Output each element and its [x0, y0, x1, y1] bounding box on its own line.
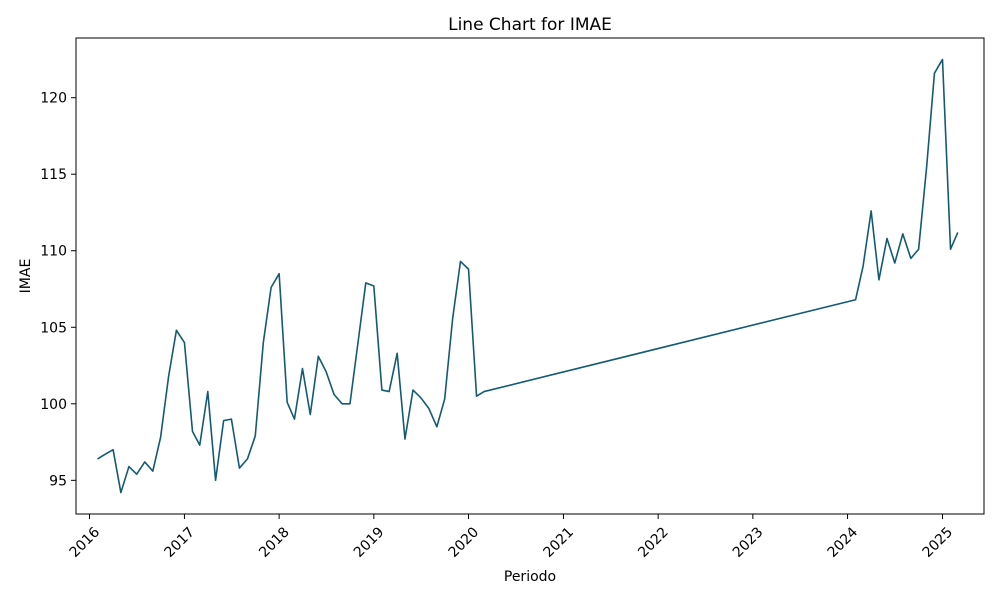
plot-frame	[75, 37, 985, 515]
y-tick-label: 105	[40, 320, 67, 336]
y-axis-label: IMAE	[18, 259, 34, 294]
y-tick-label: 115	[40, 167, 67, 183]
chart-title: Line Chart for IMAE	[448, 15, 612, 35]
series-line-0	[97, 58, 959, 494]
y-tick-label: 100	[40, 397, 67, 413]
x-axis-label: Periodo	[504, 569, 556, 585]
plot-area	[97, 58, 959, 494]
y-tick-label: 110	[40, 244, 67, 260]
y-axis-ticks: 95 100 105 110 115 120	[40, 91, 76, 489]
y-tick-label: 95	[49, 473, 67, 489]
y-tick-label: 120	[40, 91, 67, 107]
